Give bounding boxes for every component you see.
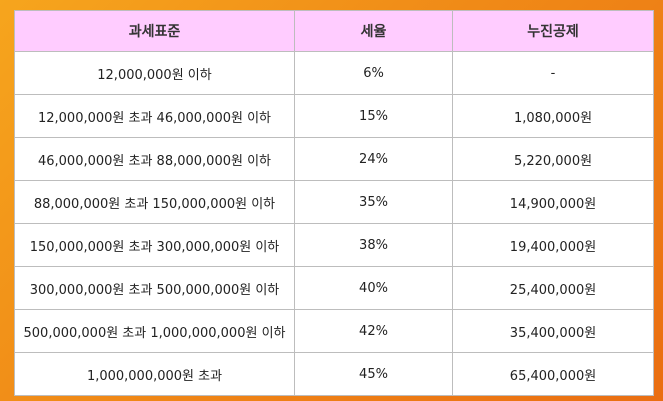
- cell-tax-base: 88,000,000원 초과 150,000,000원 이하: [14, 180, 295, 224]
- header-tax-rate: 세율: [294, 10, 453, 52]
- table-row: 12,000,000원 이하 6% -: [14, 51, 654, 95]
- table-row: 46,000,000원 초과 88,000,000원 이하 24% 5,220,…: [14, 137, 654, 181]
- cell-progressive-deduction: -: [452, 51, 654, 95]
- cell-progressive-deduction: 14,900,000원: [452, 180, 654, 224]
- table-row: 88,000,000원 초과 150,000,000원 이하 35% 14,90…: [14, 180, 654, 224]
- table-header-row: 과세표준 세율 누진공제: [14, 10, 654, 52]
- cell-tax-base: 12,000,000원 이하: [14, 51, 295, 95]
- cell-progressive-deduction: 35,400,000원: [452, 309, 654, 353]
- cell-progressive-deduction: 25,400,000원: [452, 266, 654, 310]
- table-row: 1,000,000,000원 초과 45% 65,400,000원: [14, 352, 654, 396]
- cell-tax-base: 1,000,000,000원 초과: [14, 352, 295, 396]
- cell-tax-base: 500,000,000원 초과 1,000,000,000원 이하: [14, 309, 295, 353]
- cell-tax-base: 12,000,000원 초과 46,000,000원 이하: [14, 94, 295, 138]
- cell-tax-rate: 24%: [294, 137, 453, 181]
- cell-progressive-deduction: 5,220,000원: [452, 137, 654, 181]
- cell-progressive-deduction: 65,400,000원: [452, 352, 654, 396]
- cell-tax-rate: 45%: [294, 352, 453, 396]
- table-row: 500,000,000원 초과 1,000,000,000원 이하 42% 35…: [14, 309, 654, 353]
- table-frame: 과세표준 세율 누진공제 12,000,000원 이하 6% - 12,000,…: [14, 10, 654, 396]
- header-tax-base: 과세표준: [14, 10, 295, 52]
- cell-tax-rate: 6%: [294, 51, 453, 95]
- cell-tax-rate: 35%: [294, 180, 453, 224]
- cell-tax-rate: 40%: [294, 266, 453, 310]
- cell-tax-base: 300,000,000원 초과 500,000,000원 이하: [14, 266, 295, 310]
- table-row: 150,000,000원 초과 300,000,000원 이하 38% 19,4…: [14, 223, 654, 267]
- header-progressive-deduction: 누진공제: [452, 10, 654, 52]
- income-tax-rate-table: 과세표준 세율 누진공제 12,000,000원 이하 6% - 12,000,…: [14, 10, 654, 396]
- table-row: 12,000,000원 초과 46,000,000원 이하 15% 1,080,…: [14, 94, 654, 138]
- cell-tax-rate: 42%: [294, 309, 453, 353]
- cell-tax-base: 46,000,000원 초과 88,000,000원 이하: [14, 137, 295, 181]
- cell-progressive-deduction: 1,080,000원: [452, 94, 654, 138]
- cell-tax-base: 150,000,000원 초과 300,000,000원 이하: [14, 223, 295, 267]
- cell-tax-rate: 38%: [294, 223, 453, 267]
- table-row: 300,000,000원 초과 500,000,000원 이하 40% 25,4…: [14, 266, 654, 310]
- cell-tax-rate: 15%: [294, 94, 453, 138]
- cell-progressive-deduction: 19,400,000원: [452, 223, 654, 267]
